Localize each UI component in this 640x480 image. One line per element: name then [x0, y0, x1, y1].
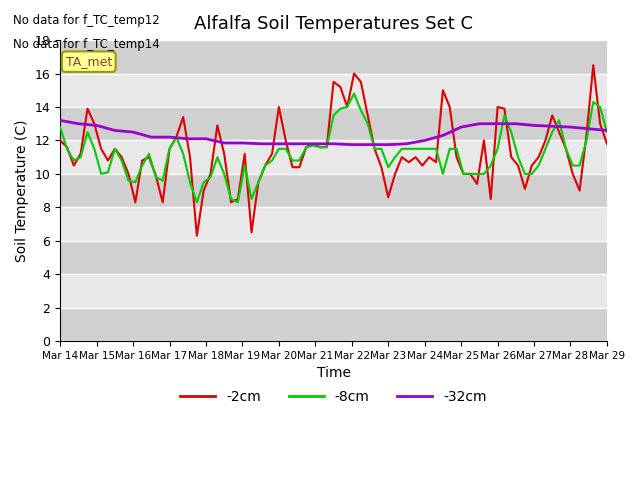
Bar: [60, 274, 607, 308]
Title: Alfalfa Soil Temperatures Set C: Alfalfa Soil Temperatures Set C: [194, 15, 473, 33]
Bar: [60, 308, 607, 341]
Bar: [60, 107, 607, 141]
Bar: [60, 73, 607, 107]
X-axis label: Time: Time: [317, 366, 351, 381]
Bar: [60, 40, 607, 73]
Bar: [60, 174, 607, 207]
Y-axis label: Soil Temperature (C): Soil Temperature (C): [15, 120, 29, 262]
Text: TA_met: TA_met: [66, 55, 112, 68]
Text: No data for f_TC_temp12: No data for f_TC_temp12: [13, 14, 159, 27]
Text: No data for f_TC_temp14: No data for f_TC_temp14: [13, 38, 159, 51]
Bar: [60, 241, 607, 274]
Legend: -2cm, -8cm, -32cm: -2cm, -8cm, -32cm: [175, 384, 492, 409]
Bar: [60, 141, 607, 174]
Bar: [60, 207, 607, 241]
